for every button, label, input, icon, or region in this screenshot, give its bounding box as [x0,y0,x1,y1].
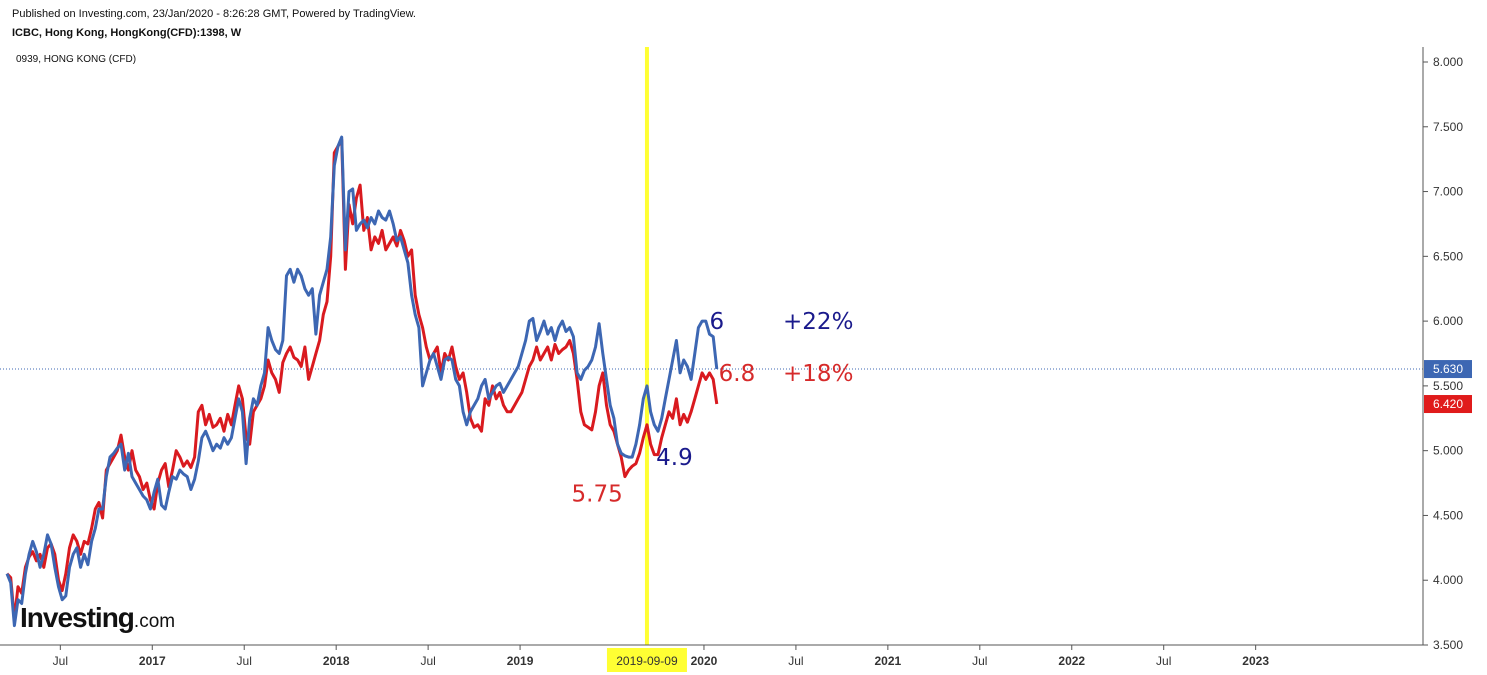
main-symbol-title: ICBC, Hong Kong, HongKong(CFD):1398, W [12,27,242,39]
chart-annotation: 6 [709,309,724,335]
x-tick-label: 2021 [875,654,902,668]
y-tick-label: 5.000 [1433,444,1463,458]
investing-logo: Investing.com [20,602,175,634]
x-tick-label: Jul [53,654,68,668]
y-tick-label: 4.000 [1433,573,1463,587]
x-tick-label: 2022 [1058,654,1085,668]
chart-annotation: 6.8 [719,361,756,387]
axes-layer: 3.500 4.000 4.500 5.000 5.500 6.000 6.500 7.000… [0,47,1472,672]
y-tick-label: 8.000 [1433,55,1463,69]
x-tick-label: 2023 [1242,654,1269,668]
x-tick-label: 2020 [691,654,718,668]
x-tick-label: 2018 [323,654,350,668]
price-label-text: 5.630 [1433,362,1463,376]
marker-date-label: 2019-09-09 [616,654,678,668]
x-tick-label: 2019 [507,654,534,668]
published-caption: Published on Investing.com, 23/Jan/2020 … [12,8,416,20]
x-tick-label: Jul [972,654,987,668]
series-line-red [5,138,719,621]
price-label-text: 6.420 [1433,397,1463,411]
y-tick-label: 5.500 [1433,379,1463,393]
logo-wordmark: Investing [20,602,135,633]
series-line-blue [5,135,719,628]
y-tick-label: 4.500 [1433,508,1463,522]
chart-annotation: 5.75 [572,481,623,507]
price-label-badge [1424,360,1472,379]
x-tick-label: Jul [237,654,252,668]
y-tick-label: 7.000 [1433,185,1463,199]
marker-date-badge [606,648,687,672]
x-tick-label: Jul [1156,654,1171,668]
chart-annotation: +22% [783,309,853,335]
y-tick-label: 6.500 [1433,249,1463,263]
chart-annotation: +18% [783,361,853,387]
x-tick-label: Jul [788,654,803,668]
price-label-badge [1424,395,1472,414]
annotations-layer: 6 +22% 6.8 +18% 4.9 5.75 [572,309,854,507]
y-tick-label: 3.500 [1433,638,1463,652]
chart-annotation: 4.9 [656,445,693,471]
x-tick-label: Jul [420,654,435,668]
compare-symbol-label: 0939, HONG KONG (CFD) [16,54,137,65]
y-tick-label: 6.000 [1433,314,1463,328]
series-layer [0,47,1423,645]
x-tick-label: 2017 [139,654,166,668]
y-tick-label: 7.500 [1433,120,1463,134]
logo-domain: .com [133,611,176,632]
